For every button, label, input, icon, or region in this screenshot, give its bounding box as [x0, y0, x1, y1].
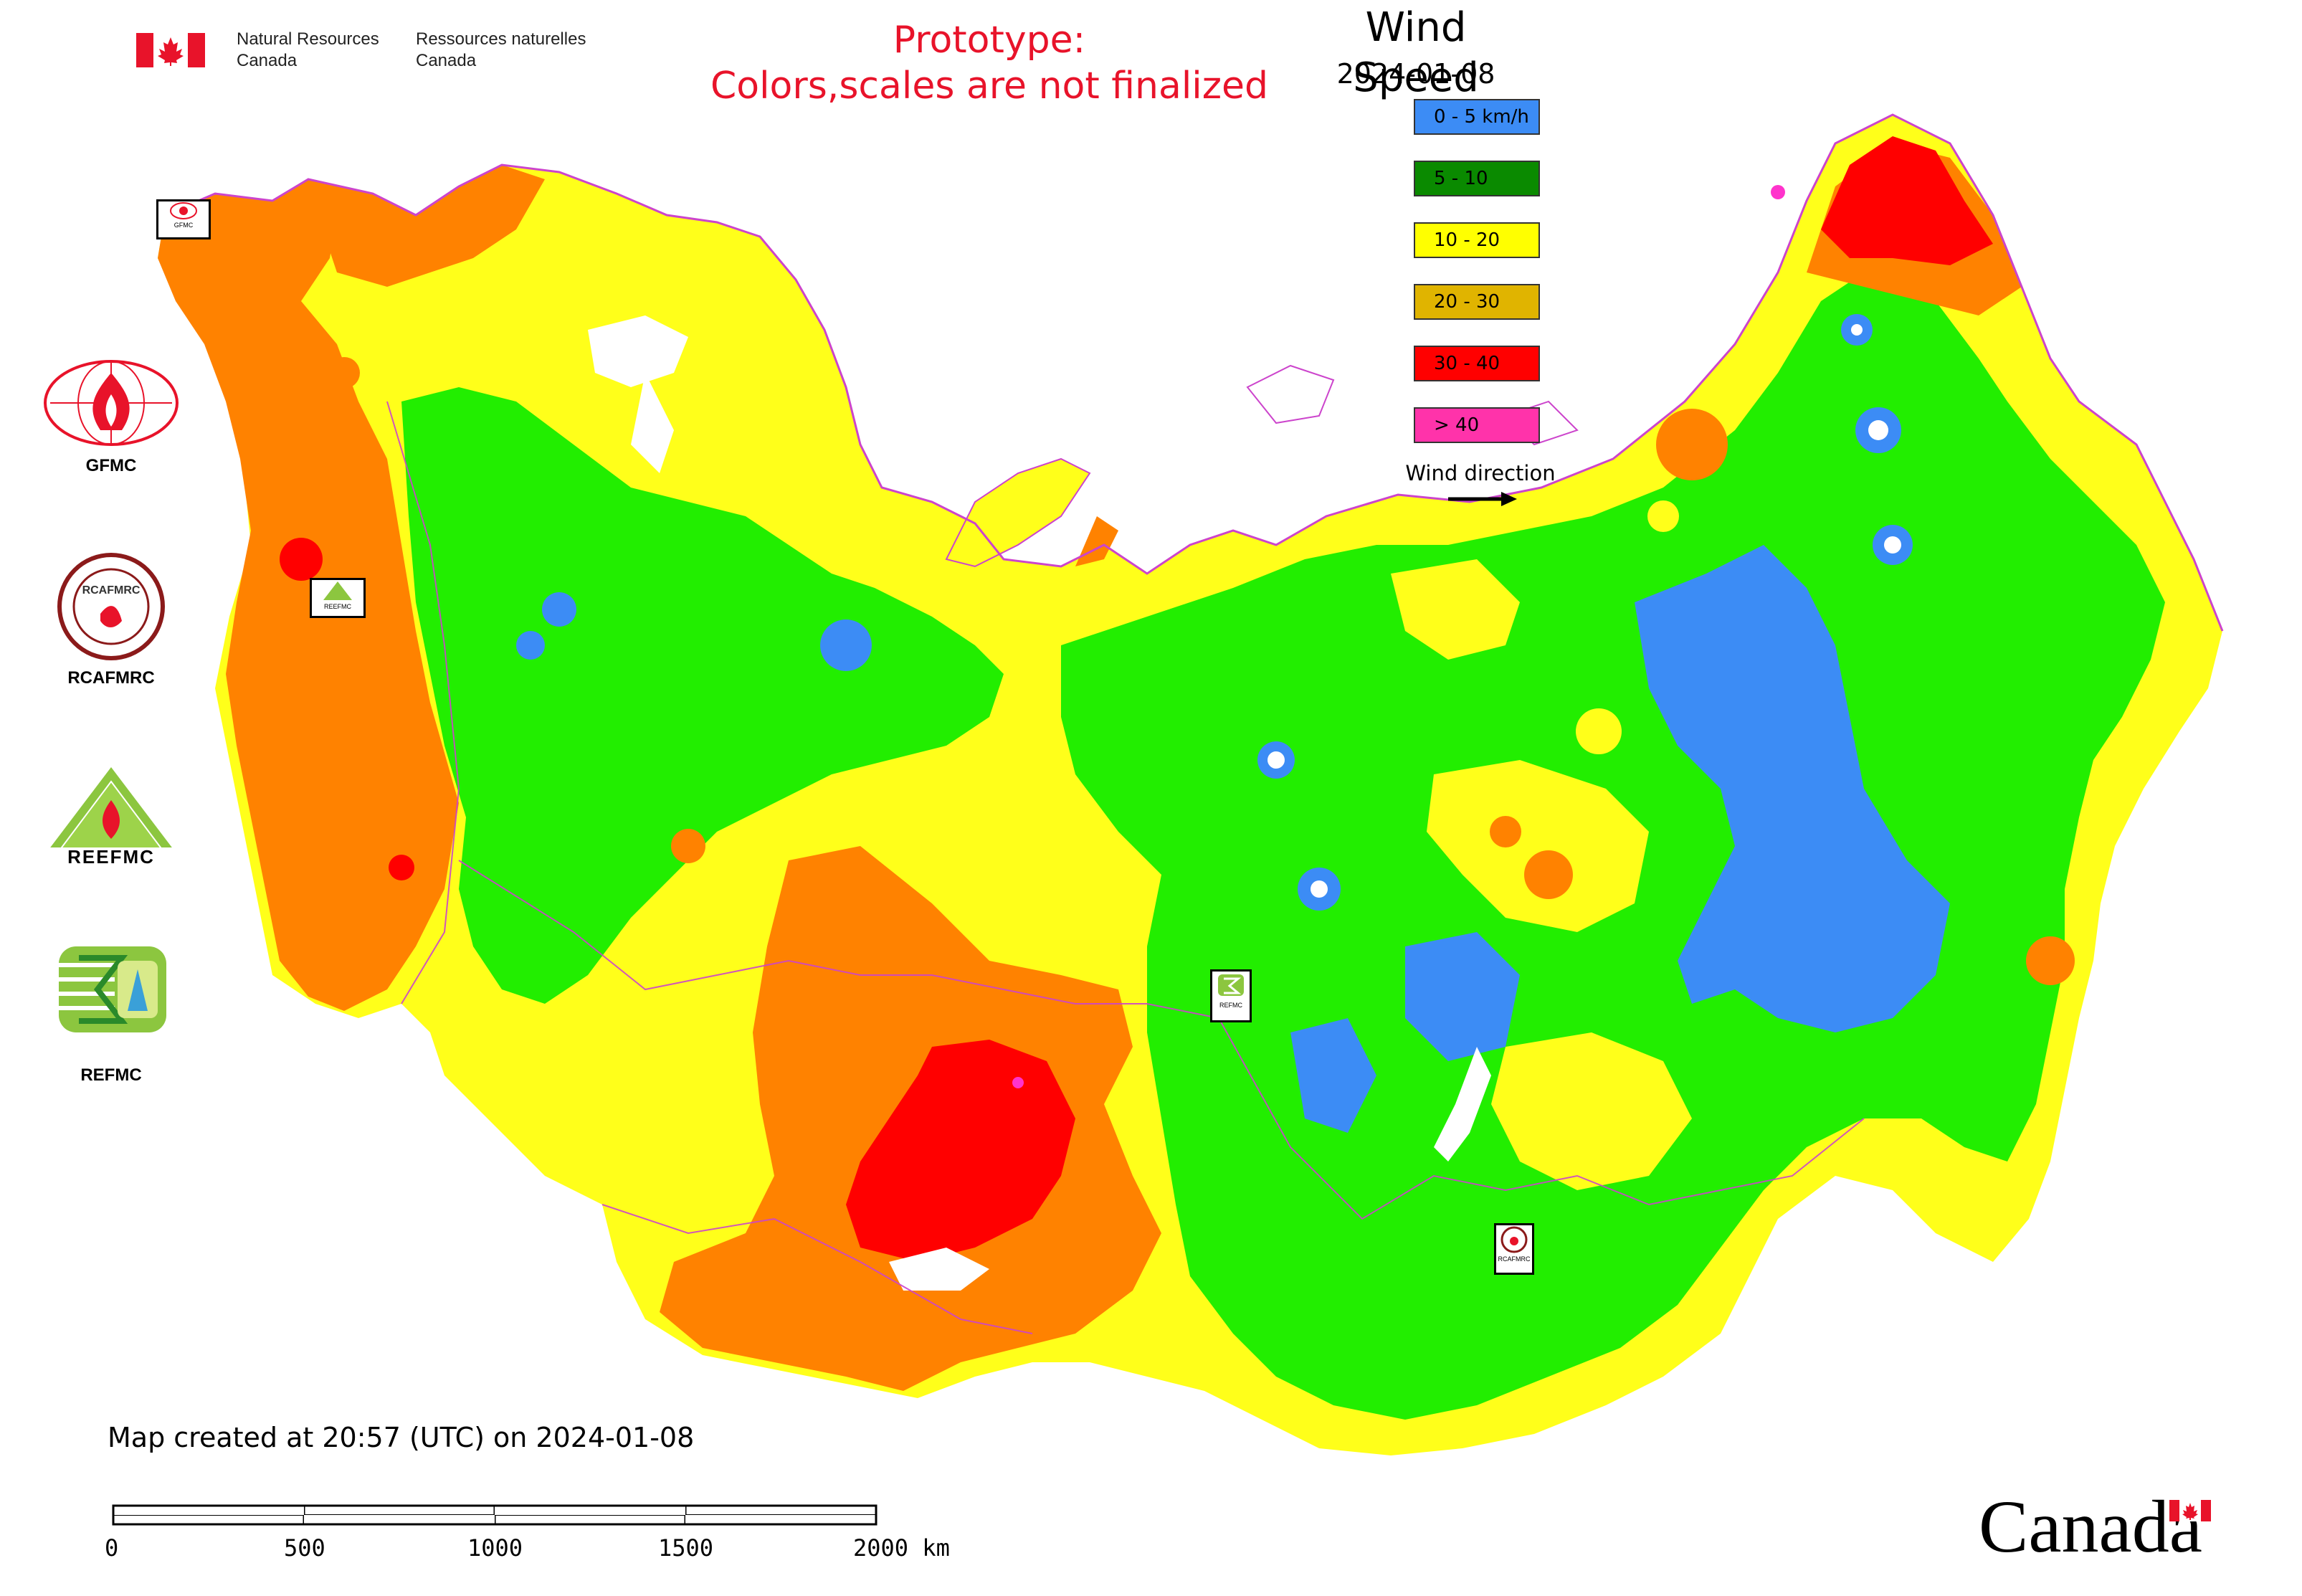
map-marker-gfmc-label: GFMC — [173, 222, 194, 229]
nrcan-fr-line2: Canada — [416, 51, 477, 70]
gfmc-mini-icon — [170, 202, 197, 219]
map-marker-reefmc: REEFMC — [310, 578, 366, 618]
rcafmrc-logo-text: RCAFMRC — [82, 584, 141, 597]
reefmc-mini-icon — [323, 581, 352, 600]
nrcan-fr-line1: Ressources naturelles — [416, 29, 586, 49]
legend-title: Wind Speed — [1353, 4, 1479, 101]
wind-direction-label: Wind direction — [1405, 461, 1556, 485]
scale-label-1000: 1000 — [467, 1534, 523, 1562]
prototype-notice: Prototype: Colors,scales are not finaliz… — [660, 17, 1319, 109]
map-marker-gfmc: GFMC — [156, 199, 211, 239]
scale-label-0: 0 — [105, 1534, 119, 1562]
prototype-line1: Prototype: — [893, 19, 1086, 62]
refmc-logo — [59, 946, 166, 1032]
map-marker-refmc-label: REFMC — [1219, 1002, 1242, 1009]
nrcan-en-line1: Natural Resources — [237, 29, 379, 49]
map-marker-reefmc-label: REEFMC — [324, 603, 351, 610]
legend-item-0: 0 - 5 km/h — [1414, 99, 1540, 135]
nrcan-en-line2: Canada — [237, 51, 298, 70]
reefmc-logo-text: REEFMC — [67, 846, 155, 868]
map-marker-rcafmrc: RCAFMRC — [1494, 1223, 1534, 1275]
legend-date: 2024-01-08 — [1336, 58, 1495, 90]
scale-label-500: 500 — [284, 1534, 325, 1562]
canada-flag-icon — [136, 33, 205, 67]
nrcan-signature-en: Natural Resources Canada — [237, 29, 379, 72]
rcafmrc-label: RCAFMRC — [67, 668, 155, 688]
arrow-right-icon — [1448, 492, 1517, 506]
scale-label-2000: 2000 km — [853, 1534, 950, 1562]
refmc-mini-icon — [1218, 974, 1244, 996]
legend-item-3: 20 - 30 — [1414, 284, 1540, 320]
reefmc-logo: REEFMC — [37, 767, 185, 868]
canada-wordmark-flag-icon — [2169, 1500, 2211, 1521]
legend-item-2: 10 - 20 — [1414, 222, 1540, 258]
legend-item-5: > 40 — [1414, 407, 1540, 443]
map-created-timestamp: Map created at 20:57 (UTC) on 2024-01-08 — [108, 1422, 695, 1453]
gfmc-logo — [44, 360, 179, 446]
legend-item-1: 5 - 10 — [1414, 161, 1540, 196]
refmc-label: REFMC — [80, 1065, 142, 1085]
nrcan-signature-fr: Ressources naturelles Canada — [416, 29, 586, 72]
scale-label-1500: 1500 — [658, 1534, 714, 1562]
rcafmrc-mini-icon — [1500, 1226, 1528, 1253]
gfmc-label: GFMC — [85, 456, 137, 475]
map-marker-rcafmrc-label: RCAFMRC — [1498, 1255, 1531, 1263]
canada-wordmark: Canada — [1979, 1486, 2202, 1568]
coastline — [164, 113, 2224, 632]
rcafmrc-logo: RCAFMRC — [57, 553, 165, 660]
legend-item-4: 30 - 40 — [1414, 346, 1540, 381]
map-marker-refmc: REFMC — [1210, 969, 1252, 1022]
scale-bar — [112, 1504, 877, 1526]
prototype-line2: Colors,scales are not finalized — [710, 65, 1269, 108]
